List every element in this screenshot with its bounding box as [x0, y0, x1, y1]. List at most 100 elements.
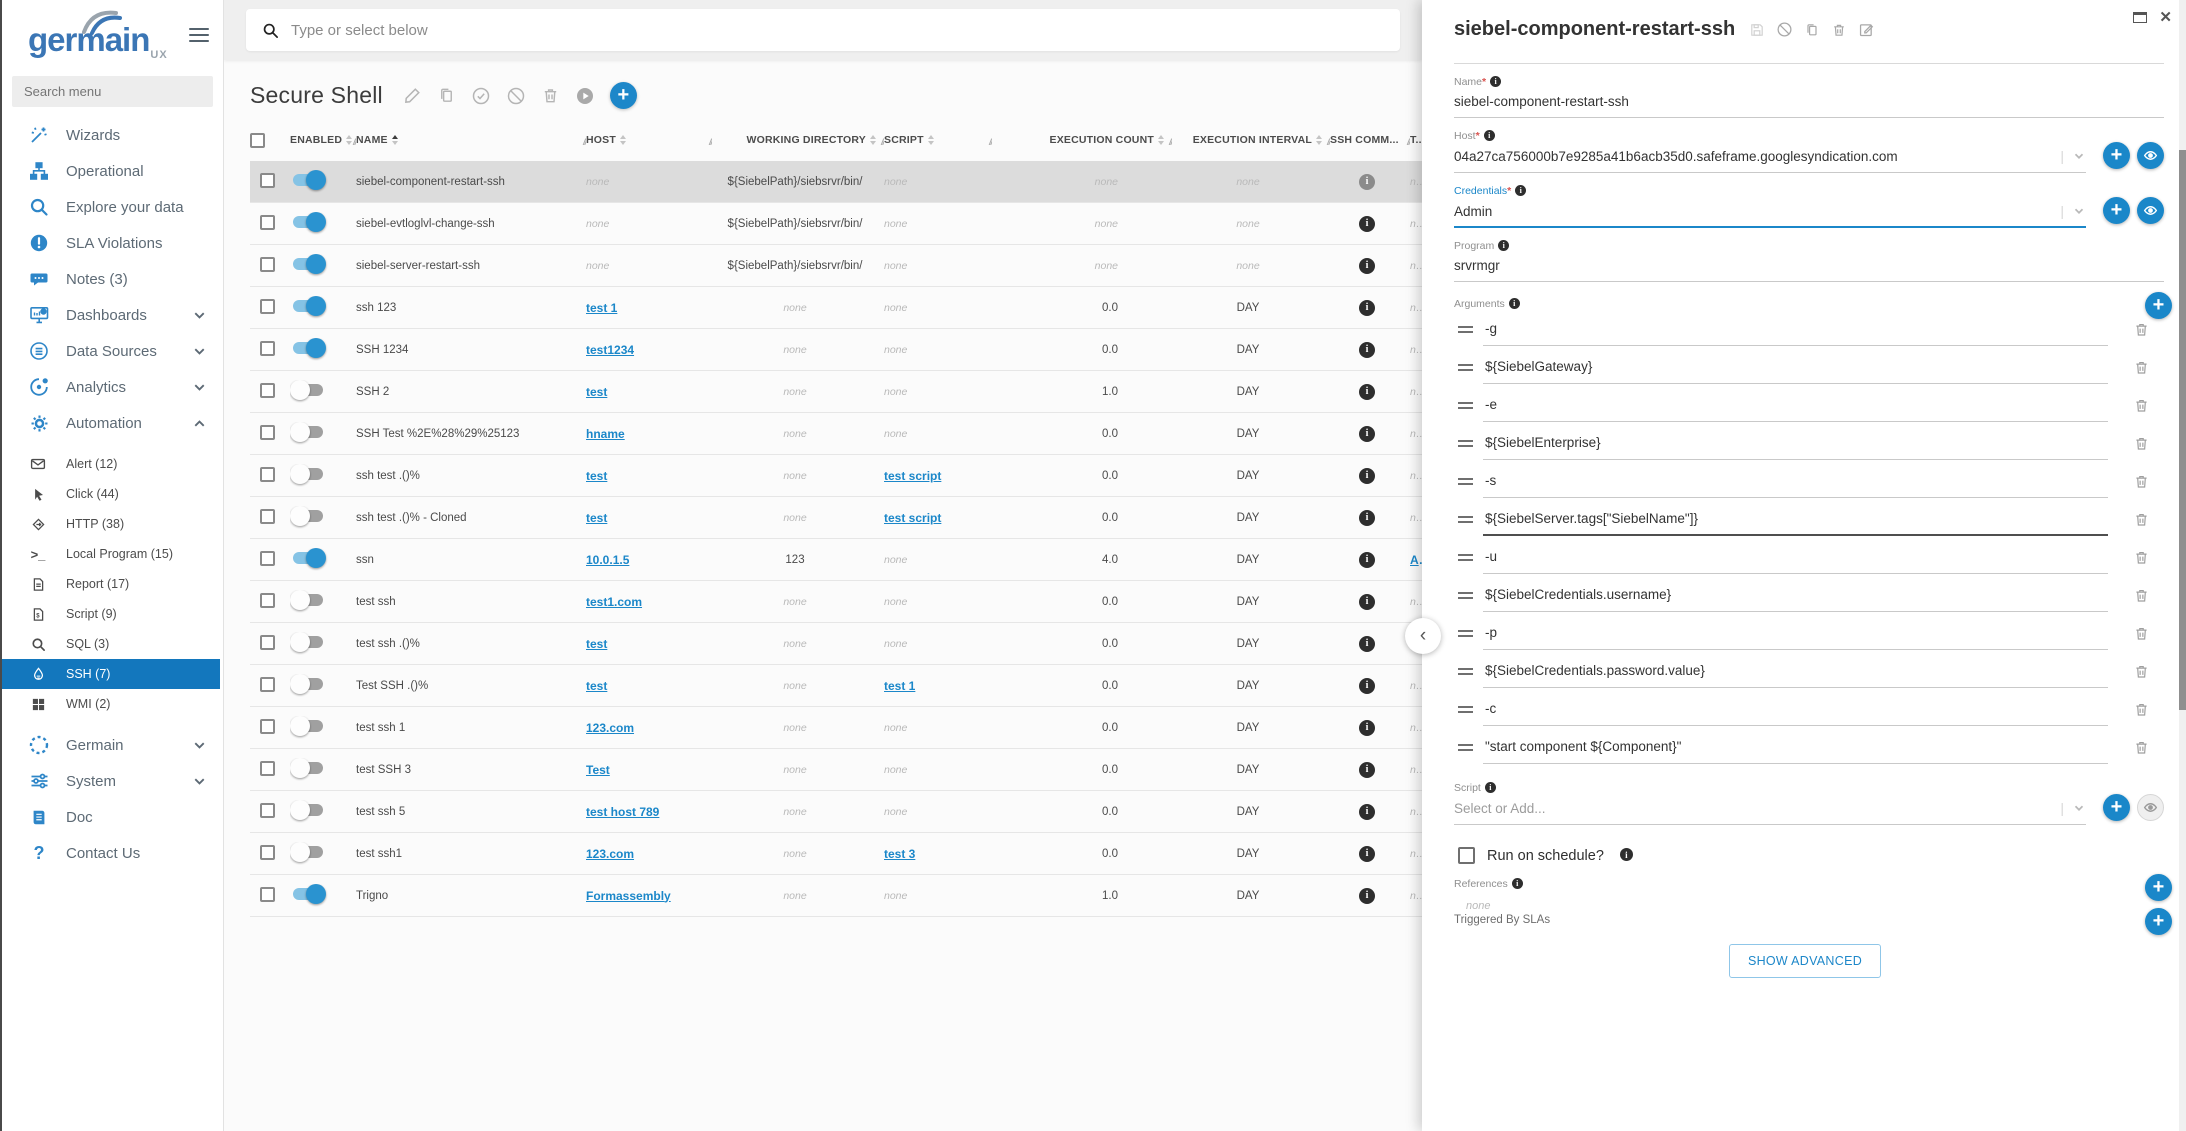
row-host[interactable]: test	[586, 510, 608, 525]
row-checkbox[interactable]	[259, 802, 275, 818]
row-checkbox[interactable]	[259, 172, 275, 188]
drag-handle-icon[interactable]	[1458, 703, 1473, 716]
row-checkbox[interactable]	[259, 382, 275, 398]
row-checkbox[interactable]	[259, 844, 275, 860]
column-header-execution-interval[interactable]: EXECUTION INTERVAL//	[1192, 134, 1330, 146]
info-icon[interactable]: i	[1508, 297, 1520, 309]
ssh-command-info-icon[interactable]: i	[1359, 677, 1375, 694]
delete-argument-icon[interactable]	[2133, 397, 2150, 414]
sidebar-item-sla-violations[interactable]: SLA Violations	[2, 225, 223, 261]
sidebar-item-wizards[interactable]: Wizards	[2, 117, 223, 153]
sidebar-item-ssh-7[interactable]: SSH (7)	[2, 659, 220, 689]
duplicate-icon[interactable]	[437, 86, 456, 105]
enabled-toggle[interactable]	[290, 842, 326, 862]
row-checkbox[interactable]	[259, 508, 275, 524]
info-icon[interactable]: i	[1511, 877, 1523, 889]
enabled-toggle[interactable]	[290, 506, 326, 526]
enabled-toggle[interactable]	[290, 632, 326, 652]
row-checkbox[interactable]	[259, 718, 275, 734]
sidebar-item-operational[interactable]: Operational	[2, 153, 223, 189]
sidebar-item-local-program-15[interactable]: >_ Local Program (15)	[2, 539, 223, 569]
sidebar-item-report-17[interactable]: Report (17)	[2, 569, 223, 599]
page-scrollbar[interactable]	[2179, 0, 2186, 1131]
argument-input[interactable]: ${SiebelGateway}	[1483, 351, 2108, 384]
ssh-command-info-icon[interactable]: i	[1359, 803, 1375, 820]
row-script[interactable]: test 1	[884, 678, 916, 693]
enabled-toggle[interactable]	[290, 716, 326, 736]
enabled-toggle[interactable]	[290, 254, 326, 274]
sidebar-item-germain[interactable]: Germain	[2, 727, 223, 763]
info-icon[interactable]: i	[1484, 781, 1496, 793]
row-host[interactable]: test 1	[586, 300, 618, 315]
edit-icon[interactable]	[403, 86, 422, 105]
row-checkbox[interactable]	[259, 592, 275, 608]
show-advanced-button[interactable]: SHOW ADVANCED	[1728, 944, 1882, 978]
row-checkbox[interactable]	[259, 256, 275, 272]
sidebar-item-script-9[interactable]: $ Script (9)	[2, 599, 223, 629]
ssh-command-info-icon[interactable]: i	[1359, 719, 1375, 736]
delete-argument-icon[interactable]	[2133, 549, 2150, 566]
delete-argument-icon[interactable]	[2133, 663, 2150, 680]
enabled-toggle[interactable]	[290, 170, 326, 190]
enabled-toggle[interactable]	[290, 296, 326, 316]
sidebar-item-explore-your-data[interactable]: Explore your data	[2, 189, 223, 225]
add-button[interactable]: +	[609, 82, 637, 109]
sidebar-item-analytics[interactable]: Analytics	[2, 369, 223, 405]
info-icon[interactable]: i	[1483, 129, 1495, 141]
row-checkbox[interactable]	[259, 214, 275, 230]
chevron-down-icon[interactable]	[2072, 204, 2086, 218]
row-checkbox[interactable]	[259, 298, 275, 314]
row-host[interactable]: test	[586, 678, 608, 693]
add-host-button[interactable]: +	[2103, 142, 2130, 169]
table-row[interactable]: SSH 1234 test1234 none none 0.0 DAY i no…	[250, 329, 1422, 371]
table-row[interactable]: test SSH 3 Test none none 0.0 DAY i none	[250, 749, 1422, 791]
ssh-command-info-icon[interactable]: i	[1359, 467, 1375, 484]
chevron-down-icon[interactable]	[2072, 801, 2086, 815]
delete-argument-icon[interactable]	[2133, 739, 2150, 756]
collapse-panel-button[interactable]: ‹	[1405, 618, 1441, 654]
argument-input[interactable]: -e	[1483, 389, 2108, 422]
enabled-toggle[interactable]	[290, 590, 326, 610]
row-script[interactable]: test 3	[884, 846, 916, 861]
ssh-command-info-icon[interactable]: i	[1359, 383, 1375, 400]
table-row[interactable]: test ssh 5 test host 789 none none 0.0 D…	[250, 791, 1422, 833]
delete-argument-icon[interactable]	[2133, 435, 2150, 452]
row-checkbox[interactable]	[259, 550, 275, 566]
add-credentials-button[interactable]: +	[2103, 197, 2130, 224]
table-row[interactable]: ssh 123 test 1 none none 0.0 DAY i none	[250, 287, 1422, 329]
delete-argument-icon[interactable]	[2133, 359, 2150, 376]
delete-argument-icon[interactable]	[2133, 625, 2150, 642]
save-icon[interactable]	[1749, 22, 1765, 38]
program-input[interactable]: srvrmgr	[1454, 258, 1500, 273]
drag-handle-icon[interactable]	[1458, 665, 1473, 678]
row-host[interactable]: test host 789	[586, 804, 660, 819]
row-script[interactable]: test script	[884, 510, 942, 525]
sidebar-item-automation[interactable]: Automation	[2, 405, 223, 441]
row-host[interactable]: 10.0.1.5	[586, 552, 630, 567]
sidebar-item-wmi-2[interactable]: WMI (2)	[2, 689, 223, 719]
enabled-toggle[interactable]	[290, 422, 326, 442]
drag-handle-icon[interactable]	[1458, 399, 1473, 412]
row-host[interactable]: test	[586, 468, 608, 483]
table-row[interactable]: test ssh 1 123.com none none 0.0 DAY i n…	[250, 707, 1422, 749]
drag-handle-icon[interactable]	[1458, 551, 1473, 564]
column-header-enabled[interactable]: ENABLED//	[290, 134, 356, 146]
drag-handle-icon[interactable]	[1458, 627, 1473, 640]
row-tags[interactable]: A	[1410, 552, 1419, 567]
row-checkbox[interactable]	[259, 340, 275, 356]
row-script[interactable]: test script	[884, 468, 942, 483]
menu-toggle-icon[interactable]	[189, 24, 209, 46]
argument-input[interactable]: ${SiebelCredentials.username}	[1483, 579, 2108, 612]
argument-input[interactable]: ${SiebelEnterprise}	[1483, 427, 2108, 460]
run-icon[interactable]	[575, 86, 595, 106]
ssh-command-info-icon[interactable]: i	[1359, 509, 1375, 526]
row-host[interactable]: Test	[586, 762, 610, 777]
enabled-toggle[interactable]	[290, 464, 326, 484]
drag-handle-icon[interactable]	[1458, 475, 1473, 488]
enabled-toggle[interactable]	[290, 884, 326, 904]
argument-input[interactable]: -u	[1483, 541, 2108, 574]
row-host[interactable]: Formassembly	[586, 888, 671, 903]
ssh-command-info-icon[interactable]: i	[1359, 887, 1375, 904]
drag-handle-icon[interactable]	[1458, 437, 1473, 450]
info-icon[interactable]: i	[1498, 239, 1510, 251]
